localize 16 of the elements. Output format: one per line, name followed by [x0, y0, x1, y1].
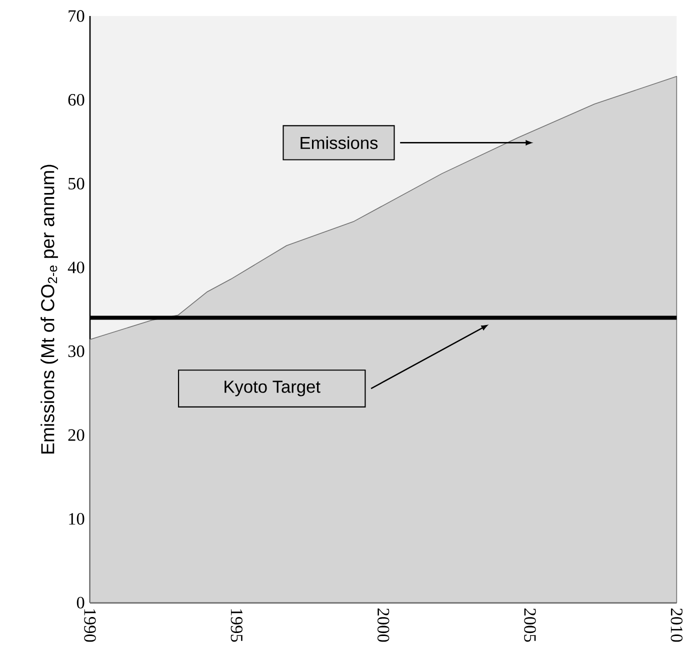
y-tick-label: 60: [68, 94, 84, 106]
y-tick-label: 0: [76, 596, 84, 609]
y-tick-label: 10: [69, 513, 84, 525]
x-tick-label: 1990: [84, 609, 96, 642]
y-axis-title: Emissions (Mt of CO$_{2-e}$ per annum): [40, 164, 58, 454]
y-tick-label: 20: [68, 429, 84, 441]
ref-line-label: Kyoto Target: [224, 380, 320, 396]
x-tick-label: 1995: [230, 609, 242, 642]
y-tick-label: 50: [68, 178, 84, 190]
y-tick-label: 30: [68, 345, 84, 358]
y-tick-label: 70: [68, 10, 84, 22]
y-tick-label: 40: [68, 262, 84, 274]
x-tick-label: 2000: [377, 608, 390, 642]
x-tick-label: 2010: [670, 608, 683, 642]
x-tick-label: 2005: [524, 608, 536, 642]
annotation: Emissions: [300, 136, 378, 150]
